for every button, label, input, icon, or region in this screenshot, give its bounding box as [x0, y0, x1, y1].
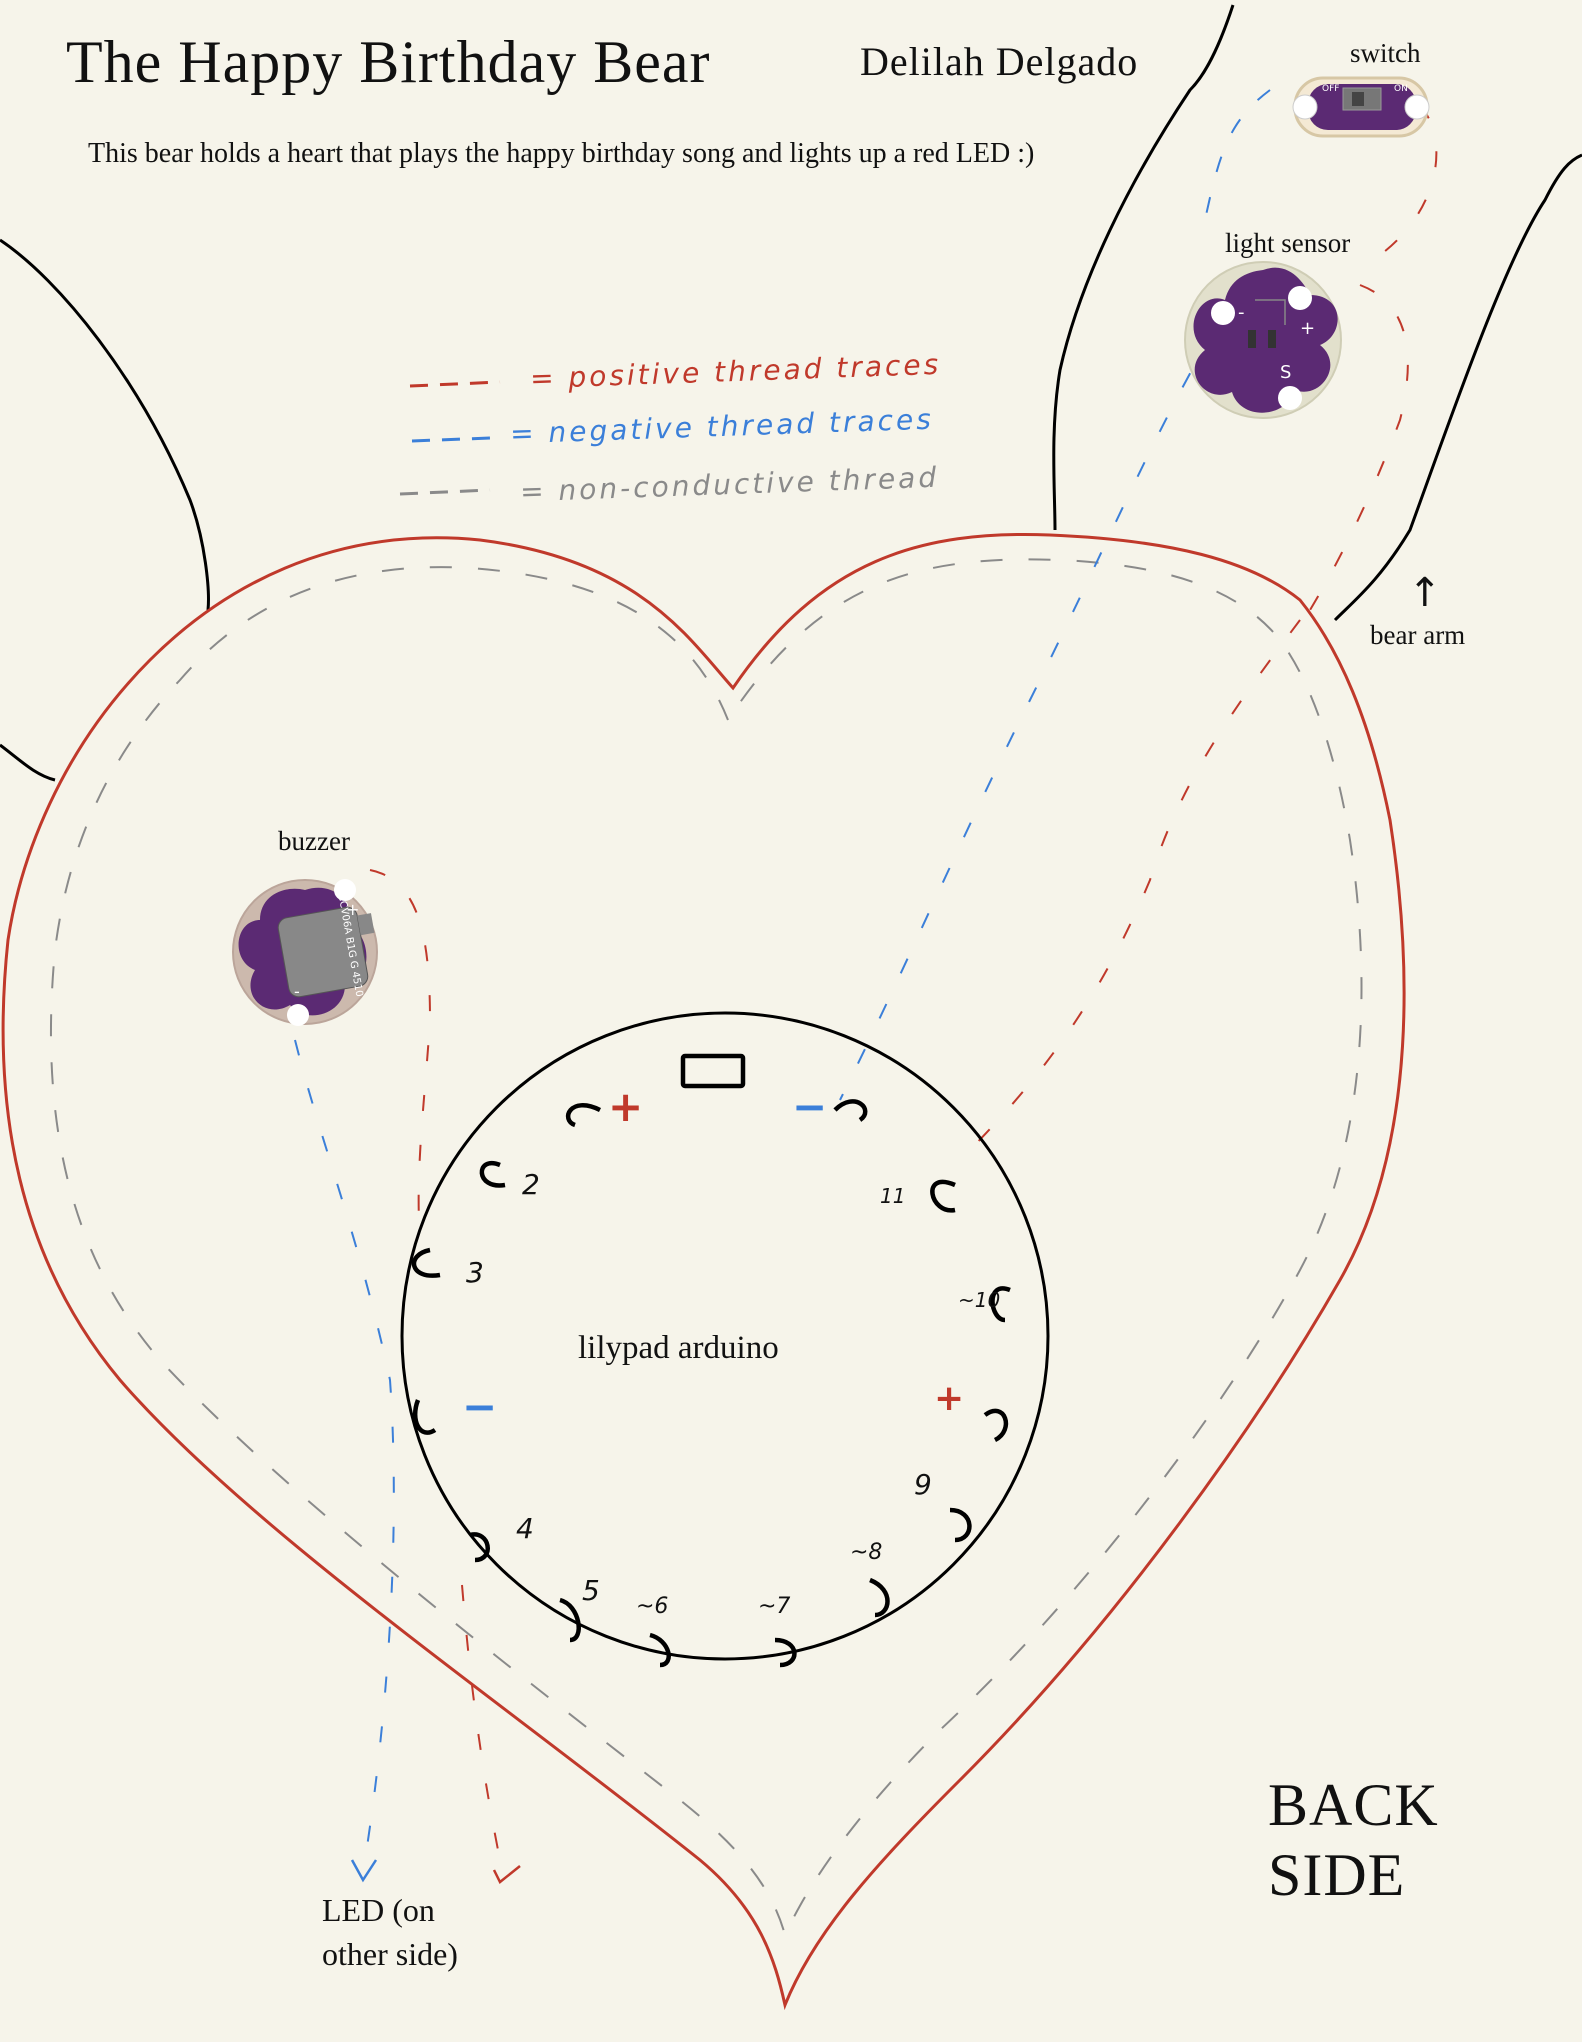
- negative-trace-buzzer-led: [294, 1039, 395, 1861]
- pin-11: 11: [880, 1184, 906, 1208]
- sew-tab: [930, 1179, 956, 1213]
- sew-tab: [469, 1532, 490, 1563]
- back-side-label: BACK SIDE: [1268, 1770, 1439, 1910]
- positive-trace-sensor-arduino: [959, 619, 1301, 1161]
- pin-2: 2: [522, 1168, 540, 1201]
- bear-arm-outline: [1052, 4, 1235, 531]
- pin-4: 4: [516, 1512, 534, 1545]
- light-sensor-component[interactable]: [1184, 261, 1342, 419]
- page-title: The Happy Birthday Bear: [66, 29, 711, 95]
- pin-8: ~8: [850, 1540, 883, 1565]
- legend-negative-sample: [411, 436, 491, 443]
- pin-minus-left: −: [462, 1382, 498, 1431]
- switch-off-text: OFF: [1322, 84, 1340, 94]
- buzzer-component[interactable]: [232, 879, 378, 1026]
- sew-tab: [412, 1399, 437, 1435]
- sew-tab: [559, 1597, 581, 1643]
- heart-outline: [1, 533, 1406, 2011]
- pin-10: ~10: [958, 1288, 1001, 1312]
- pin-7: ~7: [758, 1594, 791, 1619]
- back-side-line1: BACK: [1268, 1772, 1439, 1838]
- sew-tab: [774, 1637, 797, 1668]
- bear-head-outline: [0, 238, 210, 611]
- arduino-label: lilypad arduino: [578, 1330, 779, 1366]
- arduino-board-outline: [400, 1011, 1050, 1661]
- sew-tab: [479, 1161, 506, 1188]
- arrow-up-icon: ↑: [1408, 570, 1442, 616]
- sew-tab: [565, 1103, 602, 1128]
- pin-9: 9: [914, 1468, 932, 1501]
- description: This bear holds a heart that plays the h…: [88, 138, 1035, 169]
- pin-6: ~6: [636, 1594, 669, 1619]
- led-label-line1: LED (on: [322, 1892, 435, 1928]
- sensor-s-pin: S: [1280, 362, 1292, 383]
- pin-plus-right: +: [934, 1378, 965, 1419]
- sew-tab: [983, 1408, 1008, 1443]
- switch-on-text: ON: [1394, 84, 1408, 94]
- arduino-sew-tabs: [411, 1053, 1011, 1668]
- positive-trace-buzzer-arduino: [369, 869, 432, 1241]
- legend-positive-sample: [409, 380, 501, 388]
- positive-arrow-to-led: [492, 1865, 521, 1884]
- author-name: Delilah Delgado: [860, 39, 1139, 84]
- pin-minus-top: −: [792, 1082, 828, 1131]
- light-sensor-label: light sensor: [1225, 228, 1351, 258]
- buzzer-plus-pin: +: [346, 900, 360, 919]
- sew-tab: [411, 1247, 441, 1278]
- pin-plus-top: +: [608, 1082, 644, 1131]
- bear-arm-outline-right: [1333, 153, 1582, 622]
- nonconductive-heart-stitch: [49, 558, 1363, 1938]
- negative-arrow-to-led: [350, 1859, 378, 1883]
- sew-tab: [649, 1632, 671, 1668]
- sew-tab: [990, 1286, 1011, 1323]
- buzzer-label: buzzer: [278, 826, 350, 856]
- led-label-line2: other side): [322, 1936, 458, 1972]
- sew-tab: [833, 1099, 868, 1122]
- switch-label: switch: [1350, 38, 1421, 68]
- sew-tab: [869, 1577, 890, 1618]
- back-side-line2: SIDE: [1268, 1842, 1406, 1908]
- led-label: LED (on other side): [322, 1888, 458, 1976]
- sew-tab-top: [680, 1053, 746, 1089]
- positive-trace-pin4-led: [461, 1584, 501, 1861]
- pin-5: 5: [582, 1574, 600, 1607]
- sew-tab: [949, 1507, 972, 1543]
- bear-head-outline-lower: [0, 743, 56, 782]
- buzzer-minus-pin: -: [294, 982, 300, 1001]
- bear-arm-label: bear arm: [1370, 620, 1466, 650]
- sensor-minus-pin: -: [1238, 302, 1245, 323]
- legend-nonconductive-sample: [399, 488, 491, 496]
- negative-trace-sensor-arduino: [839, 329, 1216, 1101]
- switch-component[interactable]: [1292, 76, 1430, 138]
- pin-3: 3: [466, 1256, 484, 1289]
- negative-trace-switch-sensor: [1204, 89, 1271, 221]
- sensor-plus-pin: +: [1300, 318, 1316, 339]
- positive-trace-switch-sensor: [1309, 104, 1438, 611]
